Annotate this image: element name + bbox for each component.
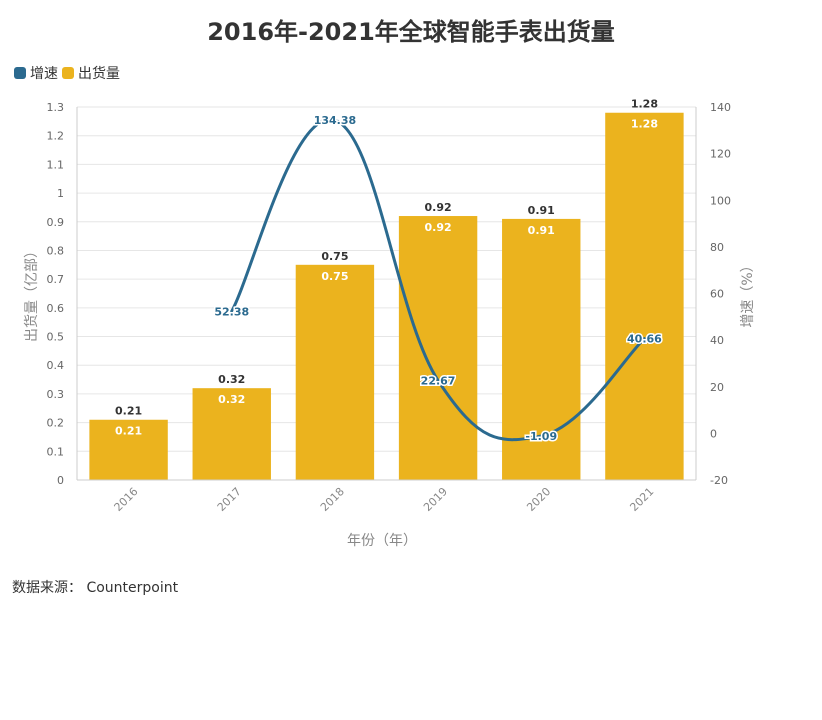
y-tick-label: 1.1 [47, 158, 65, 171]
y2-tick-label: 120 [710, 148, 731, 161]
bar-series [89, 112, 684, 480]
y-tick-label: 0.6 [47, 302, 65, 315]
line-value-label: 22.67 [421, 375, 456, 388]
legend-item-growth[interactable]: 增速 [14, 63, 58, 83]
y2-tick-label: 100 [710, 194, 731, 207]
x-tick-label: 2020 [524, 485, 553, 514]
bar-value-label-above: 0.91 [528, 204, 555, 217]
y-tick-label: 1.2 [47, 130, 65, 143]
x-tick-label: 2018 [318, 485, 347, 514]
y-tick-label: 0.5 [47, 331, 65, 344]
line-value-label: -1.09 [525, 430, 557, 443]
x-tick-label: 2019 [421, 485, 450, 514]
y-tick-label: 0.4 [47, 359, 65, 372]
bar-value-label-inside: 0.32 [218, 393, 245, 406]
y2-tick-label: 80 [710, 241, 724, 254]
bar-2016[interactable] [89, 419, 168, 480]
y-tick-label: 0.2 [47, 417, 65, 430]
y2-tick-label: 40 [710, 334, 724, 347]
y-tick-label: 0.7 [47, 273, 65, 286]
y2-axis-title: 增速（%） [740, 258, 756, 327]
legend-item-shipments[interactable]: 出货量 [62, 63, 120, 83]
y2-tick-label: -20 [710, 474, 728, 487]
legend: 增速 出货量 [14, 63, 124, 83]
x-tick-label: 2016 [112, 485, 141, 514]
bar-value-label-inside: 1.28 [631, 118, 658, 131]
line-value-label: 52.38 [214, 305, 249, 318]
bar-value-label-inside: 0.92 [425, 221, 452, 234]
y-tick-label: 1 [57, 187, 64, 200]
y-tick-label: 0.1 [47, 445, 65, 458]
data-source: 数据来源： Counterpoint [12, 580, 179, 596]
line-value-label: 40.66 [627, 333, 662, 346]
gridlines [77, 106, 696, 481]
y-tick-label: 0.3 [47, 388, 65, 401]
bar-value-label-above: 0.21 [115, 405, 142, 418]
data-labels: 0.21 0.21 0.32 0.32 0.75 0.75 0.92 0.92 0.91 0.91… [115, 98, 664, 445]
combo-chart: 0.210.210.320.320.750.750.920.920.910.91… [23, 98, 756, 549]
legend-swatch-growth [14, 67, 26, 79]
y-axis-title: 出货量（亿部） [23, 244, 40, 342]
bar-value-label-inside: 0.75 [321, 270, 348, 283]
bar-2021[interactable] [605, 112, 684, 480]
bar-2017[interactable] [192, 388, 271, 480]
y2-tick-label: 0 [710, 427, 717, 440]
line-value-label: 134.38 [314, 114, 356, 127]
y-tick-label: 1.3 [47, 101, 65, 114]
y-tick-label: 0 [57, 474, 64, 487]
line-series [230, 117, 646, 442]
legend-label-shipments: 出货量 [78, 66, 120, 82]
y2-tick-label: 140 [710, 101, 731, 114]
bar-value-label-inside: 0.21 [115, 425, 142, 438]
y2-tick-label: 20 [710, 381, 724, 394]
bar-value-label-above: 0.32 [218, 373, 245, 386]
bar-value-label-above: 0.92 [425, 201, 452, 214]
y-tick-label: 0.8 [47, 244, 65, 257]
bar-value-label-above: 0.75 [321, 250, 348, 263]
x-tick-label: 2021 [627, 485, 656, 514]
bar-2019[interactable] [398, 216, 478, 480]
chart-title: 2016年-2021年全球智能手表出货量 [207, 18, 615, 46]
bar-value-label-inside: 0.91 [528, 224, 555, 237]
x-tick-label: 2017 [215, 485, 244, 514]
bar-2018[interactable] [295, 264, 375, 480]
y-tick-label: 0.9 [47, 216, 65, 229]
y2-tick-label: 60 [710, 288, 724, 301]
legend-swatch-shipments [62, 67, 74, 79]
x-axis-title: 年份（年） [347, 533, 417, 549]
legend-label-growth: 增速 [30, 66, 58, 82]
growth-line[interactable] [230, 117, 646, 442]
bar-value-label-above: 1.28 [631, 98, 658, 111]
